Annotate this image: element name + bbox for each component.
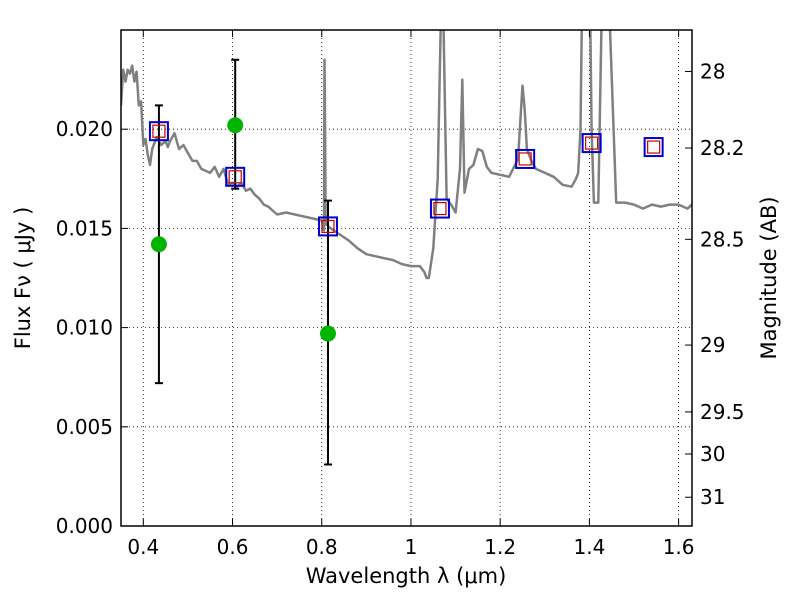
y2-tick-label: 29.5 [700,400,745,424]
x-tick-label: 0.4 [127,535,159,559]
model-photometry-inner-square [433,201,447,216]
y2-tick-label: 29 [700,333,725,357]
x-tick-label: 0.8 [306,535,338,559]
x-tick-label: 1.2 [484,535,516,559]
observed-point [227,117,244,134]
x-tick-label: 0.6 [217,535,249,559]
x-tick-label: 1.4 [573,535,605,559]
observed-point [150,236,167,253]
model-photometry-inner-square [152,124,166,138]
x-axis-label: Wavelength λ (μm) [306,564,507,588]
model-photometry-square [225,166,246,187]
model-photometry-inner-square [321,219,335,234]
model-photometry-square [148,121,169,142]
plot-background [121,30,692,526]
y-tick-label: 0.005 [56,415,113,439]
y2-tick-label: 30 [700,442,725,466]
y-axis-label: Flux Fν ( μJy ) [11,207,35,350]
y2-tick-label: 28 [700,59,725,83]
model-photometry-square [515,148,536,169]
model-photometry-inner-square [518,152,532,166]
y2-axis-label: Magnitude (AB) [757,196,781,359]
model-photometry-square [581,133,602,154]
observed-point [319,325,336,342]
model-photometry-square [317,216,338,237]
y-tick-label: 0.010 [56,316,113,340]
y2-tick-label: 28.2 [700,136,745,160]
y2-tick-label: 31 [700,485,725,509]
series-layer [121,30,692,280]
y-tick-label: 0.000 [56,514,113,538]
y-tick-label: 0.015 [56,216,113,240]
model-spectrum-line [121,30,692,280]
model-photometry-square [643,137,664,158]
x-tick-label: 1 [405,535,418,559]
y-tick-label: 0.020 [56,117,113,141]
model-photometry-square [429,198,450,219]
x-tick-label: 1.6 [663,535,695,559]
plot-frame [120,29,693,527]
model-photometry-inner-square [585,136,599,150]
y2-tick-label: 28.5 [700,227,745,251]
model-photometry-inner-square [228,170,242,184]
grid-lines [121,30,692,527]
marker-layer [148,58,664,466]
model-photometry-inner-square [647,140,661,154]
tick-layer: 0.4 0.6 0.8 1 1.2 1.4 1.6 0.000 0.005 0.010 0.015 0… [56,30,745,559]
